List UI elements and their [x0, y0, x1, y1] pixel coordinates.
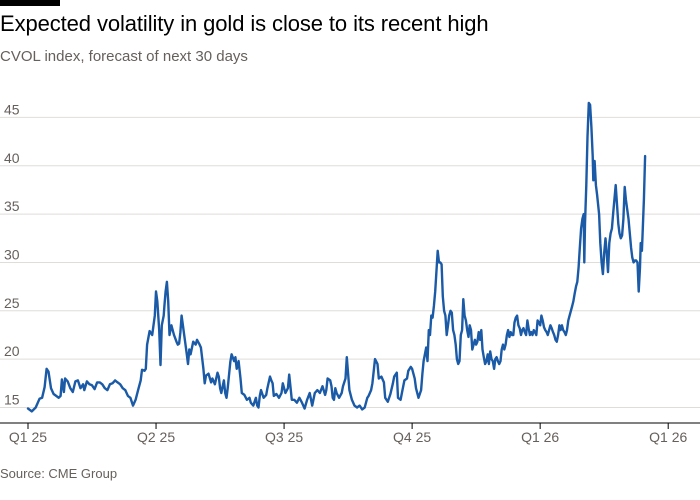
x-tick-label: Q1 26 [521, 429, 559, 445]
y-tick-label: 25 [4, 295, 20, 311]
y-tick-label: 45 [4, 101, 20, 117]
brand-bar [0, 0, 60, 6]
source-note: Source: CME Group [0, 466, 118, 481]
x-axis-ticks: Q1 25 Q2 25 Q3 25 Q4 25 Q1 26 Q1 26 [9, 423, 687, 445]
chart-title: Expected volatility in gold is close to … [0, 11, 489, 36]
y-tick-label: 35 [4, 198, 20, 214]
y-tick-label: 15 [4, 392, 20, 408]
x-tick-label: Q2 25 [137, 429, 175, 445]
series-line-cvol [26, 101, 647, 413]
y-axis-ticks: 15 20 25 30 35 40 45 [4, 101, 20, 407]
y-tick-label: 40 [4, 150, 20, 166]
x-tick-label: Q3 25 [265, 429, 303, 445]
chart-subtitle: CVOL index, forecast of next 30 days [0, 48, 248, 65]
y-tick-label: 30 [4, 246, 20, 262]
x-tick-label: Q1 25 [9, 429, 47, 445]
x-tick-label: Q1 26 [649, 429, 687, 445]
x-tick-label: Q4 25 [393, 429, 431, 445]
y-tick-label: 20 [4, 343, 20, 359]
